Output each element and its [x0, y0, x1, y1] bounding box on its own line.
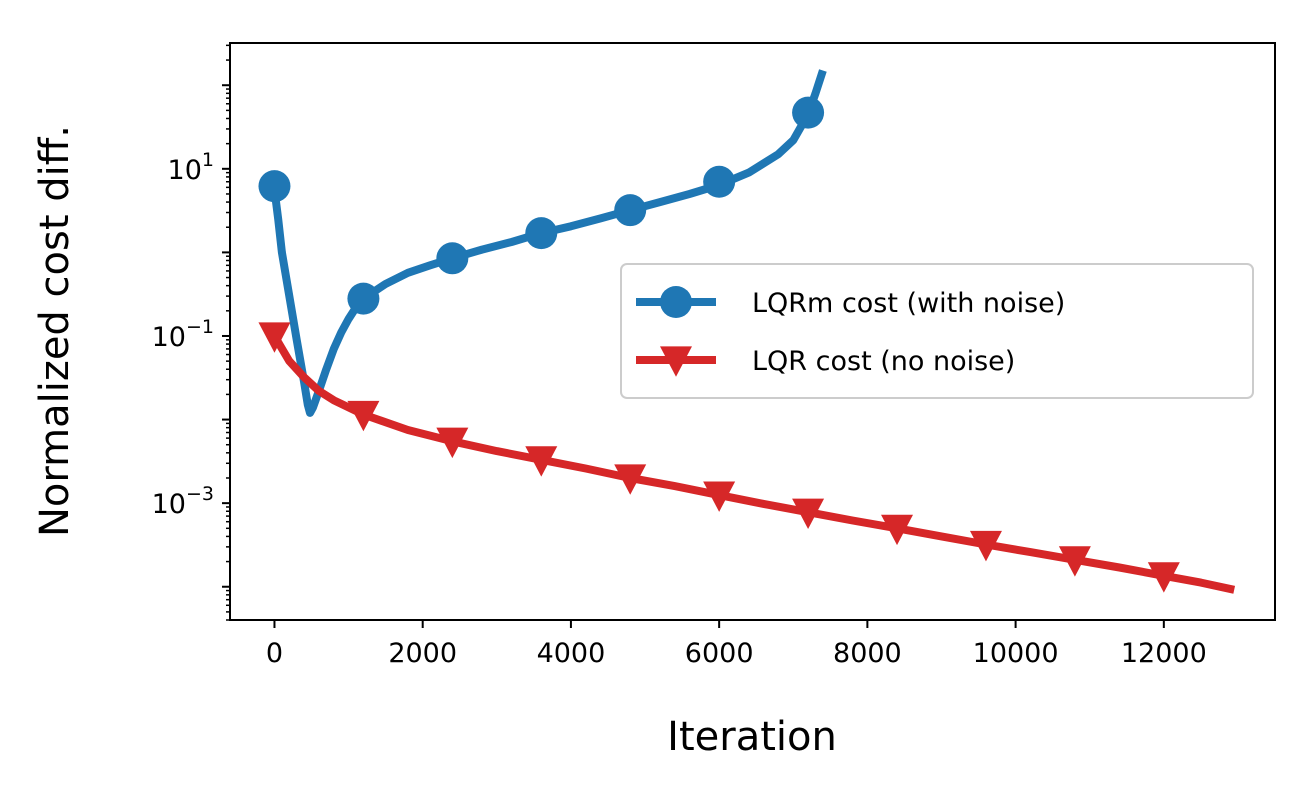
- y-axis-title: Normalized cost diff.: [32, 125, 78, 537]
- series-marker: [347, 282, 380, 315]
- series-lqrm: [258, 69, 827, 417]
- plot-frame: [229, 42, 1276, 621]
- y-tick-label: 10−1: [152, 316, 214, 353]
- series-marker: [792, 96, 825, 129]
- legend-marker: [660, 346, 692, 377]
- series-marker: [436, 242, 469, 275]
- series-marker: [792, 498, 825, 529]
- series-marker: [347, 400, 380, 432]
- y-tick-base: 10: [152, 322, 186, 353]
- series-marker: [969, 530, 1002, 562]
- legend-box: [620, 263, 1254, 399]
- series-marker: [436, 427, 469, 459]
- series-line: [271, 333, 1236, 594]
- legend: LQRm cost (with noise) LQR cost (no noise…: [620, 263, 1254, 399]
- y-tick-label: 101: [168, 149, 214, 186]
- legend-label: LQR cost (no noise): [752, 346, 1015, 377]
- x-axis-title: Iteration: [667, 714, 837, 760]
- x-tick-label: 4000: [537, 638, 606, 669]
- y-tick-label: 10−3: [152, 483, 214, 520]
- y-tick-exponent: 1: [202, 149, 214, 171]
- series-marker: [703, 165, 736, 198]
- y-tick-base: 10: [168, 155, 202, 186]
- x-tick-label: 2000: [388, 638, 457, 669]
- series-marker: [525, 217, 558, 250]
- x-tick-label: 8000: [833, 638, 902, 669]
- y-tick-exponent: −3: [186, 483, 214, 505]
- series-marker: [1058, 546, 1091, 577]
- series-marker: [614, 194, 647, 227]
- x-tick-label: 12000: [1121, 638, 1207, 669]
- series-marker: [881, 514, 914, 546]
- legend-label: LQRm cost (with noise): [752, 288, 1065, 319]
- series-marker: [703, 481, 736, 512]
- series-marker: [258, 170, 291, 203]
- x-tick-label: 0: [266, 638, 283, 669]
- series-marker: [614, 464, 647, 495]
- y-tick-exponent: −1: [186, 316, 214, 338]
- x-axis: 0 2000 4000 6000 8000 10000 12000: [266, 620, 1207, 669]
- x-tick-label: 6000: [685, 638, 754, 669]
- series-lqr: [258, 322, 1236, 594]
- plot-area: [258, 69, 1236, 594]
- legend-marker: [660, 286, 692, 318]
- x-tick-label: 10000: [973, 638, 1059, 669]
- y-tick-base: 10: [152, 489, 186, 520]
- series-marker: [1147, 562, 1180, 593]
- series-marker: [525, 446, 558, 477]
- series-marker: [258, 322, 291, 353]
